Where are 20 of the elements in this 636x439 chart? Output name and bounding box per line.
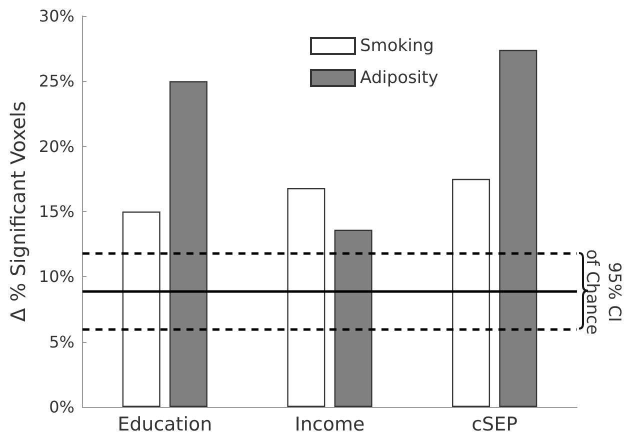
- y-tick-label: 0%: [49, 398, 74, 416]
- bar: [122, 212, 160, 407]
- x-tick-label: cSEP: [472, 414, 518, 436]
- y-tick-label: 15%: [38, 202, 74, 221]
- bar: [499, 50, 538, 407]
- bar: [334, 230, 372, 407]
- y-tick-label: 20%: [38, 136, 74, 156]
- y-tick-label: 10%: [38, 267, 74, 286]
- legend-label: Smoking: [360, 36, 434, 56]
- x-tick-label: Income: [294, 414, 365, 436]
- bar: [452, 178, 490, 407]
- y-tick-label: 5%: [49, 332, 74, 352]
- text: 95% CI of Chance: [581, 249, 625, 335]
- y-tick-label: 30%: [38, 6, 74, 26]
- x-tick-label: Education: [118, 414, 212, 436]
- y-tick-label: 25%: [38, 72, 74, 91]
- bar: [169, 81, 208, 407]
- bar: [287, 188, 326, 407]
- y-axis-title: Δ % Significant Voxels: [6, 101, 30, 322]
- legend-label: Adiposity: [360, 68, 438, 88]
